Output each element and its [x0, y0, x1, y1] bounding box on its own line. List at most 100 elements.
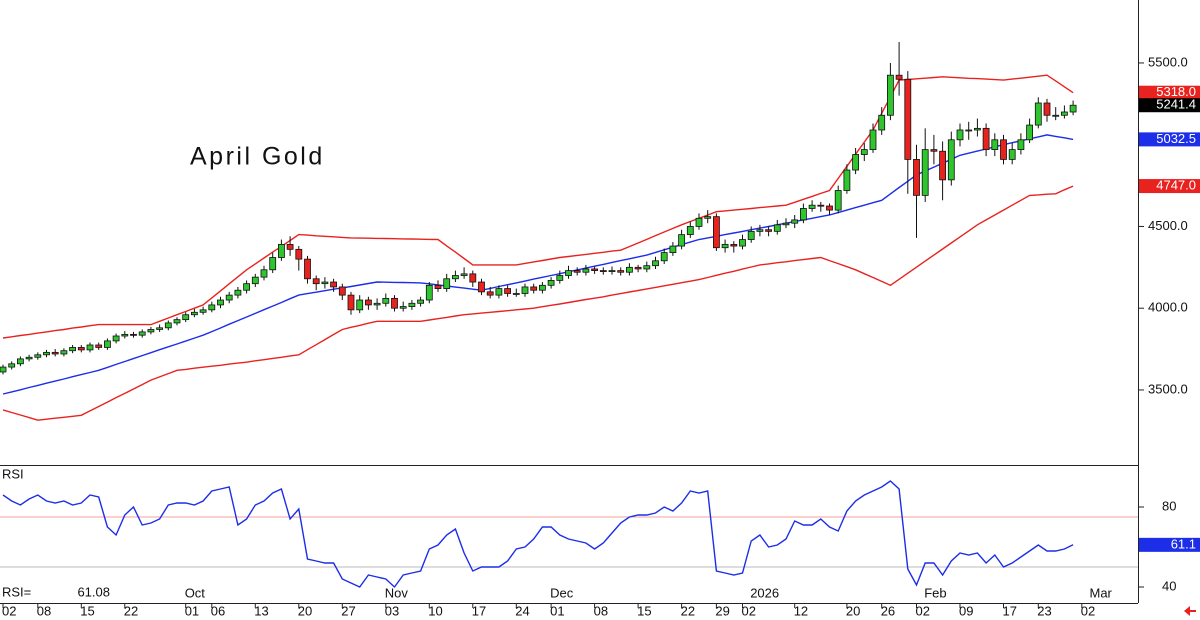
x-tick-label: 02 [742, 603, 756, 618]
candle-body [686, 226, 694, 236]
rsi-panel-title: RSI [2, 466, 24, 481]
candle-body [0, 366, 7, 373]
candle-body [60, 350, 68, 355]
value-tag [1139, 85, 1200, 100]
x-tick-label: 15 [80, 603, 94, 618]
candle-body [156, 327, 164, 330]
x-tick-label: 20 [298, 603, 312, 618]
candle-body [634, 266, 642, 270]
candle-body [539, 284, 546, 291]
candle-body [443, 278, 451, 289]
candle-body [573, 270, 581, 273]
candle-body [321, 281, 329, 285]
candle-body [547, 280, 555, 286]
band-line [2, 185, 1074, 421]
candle-body [521, 286, 529, 294]
candle-body [382, 297, 390, 304]
candle-body [234, 289, 242, 296]
x-tick-label: 08 [37, 603, 51, 618]
candle-body [147, 329, 155, 333]
candle-body [8, 363, 16, 368]
candle-body [895, 74, 903, 80]
candle-body [660, 252, 668, 262]
value-tag-label: 5241.4 [1156, 97, 1196, 112]
candle-body [512, 293, 520, 295]
candle-body [260, 269, 268, 278]
candle-body [51, 351, 59, 355]
candle-body [834, 190, 842, 211]
x-tick-label: 23 [1037, 603, 1051, 618]
candle-body [921, 149, 929, 196]
candle-body [199, 309, 207, 313]
candle-body [826, 205, 833, 211]
x-tick-label: 17 [472, 603, 486, 618]
candle-body [304, 258, 311, 280]
candle-body [878, 114, 886, 131]
x-tick-label: 12 [794, 603, 808, 618]
candle-body [16, 358, 24, 365]
candle-body [617, 270, 625, 273]
candle-body [991, 139, 999, 151]
candle-body [451, 275, 459, 280]
x-tick-label: 29 [715, 603, 729, 618]
candle-body [887, 74, 894, 116]
x-tick-label: 03 [385, 603, 399, 618]
candle-body [1008, 149, 1016, 160]
scroll-arrow[interactable] [1184, 606, 1196, 616]
candle-body [1000, 139, 1007, 160]
candle-body [765, 229, 772, 232]
x-tick-label: 08 [594, 603, 608, 618]
candle-body [913, 159, 920, 196]
candle-body [460, 273, 468, 276]
candle-body [608, 270, 616, 272]
candle-body [182, 314, 190, 321]
value-tag [1139, 132, 1200, 147]
candle-body [860, 149, 868, 155]
y-tick-label: 4500.0 [1148, 218, 1188, 233]
candle-body [251, 276, 259, 285]
candle-body [121, 333, 129, 337]
x-tick-label: 26 [881, 603, 895, 618]
candle-body [704, 216, 712, 219]
y-tick-label: 40 [1162, 578, 1176, 593]
value-tag [1139, 179, 1200, 194]
candle-body [678, 234, 685, 247]
candle-body [965, 129, 973, 132]
candle-body [591, 268, 598, 271]
candle-body [652, 260, 659, 267]
month-label: Nov [385, 585, 409, 600]
candle-body [25, 356, 33, 360]
candle-body [974, 127, 981, 131]
candle-body [843, 169, 851, 191]
candle-body [173, 319, 181, 324]
month-label: Mar [1090, 585, 1113, 600]
candle-body [556, 275, 564, 281]
candle-body [225, 294, 233, 301]
candle-body [417, 299, 425, 304]
candle-body [1052, 114, 1060, 117]
x-tick-label: 06 [211, 603, 225, 618]
candle-body [43, 351, 50, 356]
candle-body [269, 257, 277, 271]
band-line [2, 134, 1074, 395]
candle-body [947, 139, 955, 181]
x-tick-label: 10 [428, 603, 442, 618]
candle-body [1061, 111, 1068, 116]
x-tick-label: 02 [2, 603, 16, 618]
band-line [2, 74, 1074, 339]
candle-body [486, 291, 494, 296]
candle-body [756, 229, 764, 232]
candle-body [495, 288, 503, 296]
candle-body [730, 244, 738, 247]
value-tag-label: 5318.0 [1156, 84, 1196, 99]
x-tick-label: 22 [681, 603, 695, 618]
candle-body [138, 331, 146, 336]
month-label: Oct [185, 585, 206, 600]
candle-body [739, 239, 746, 247]
candle-body [312, 278, 320, 285]
candle-body [782, 222, 790, 226]
candle-body [869, 129, 877, 151]
candle-body [599, 270, 607, 272]
candle-body [69, 347, 76, 352]
candle-body [1043, 102, 1051, 116]
